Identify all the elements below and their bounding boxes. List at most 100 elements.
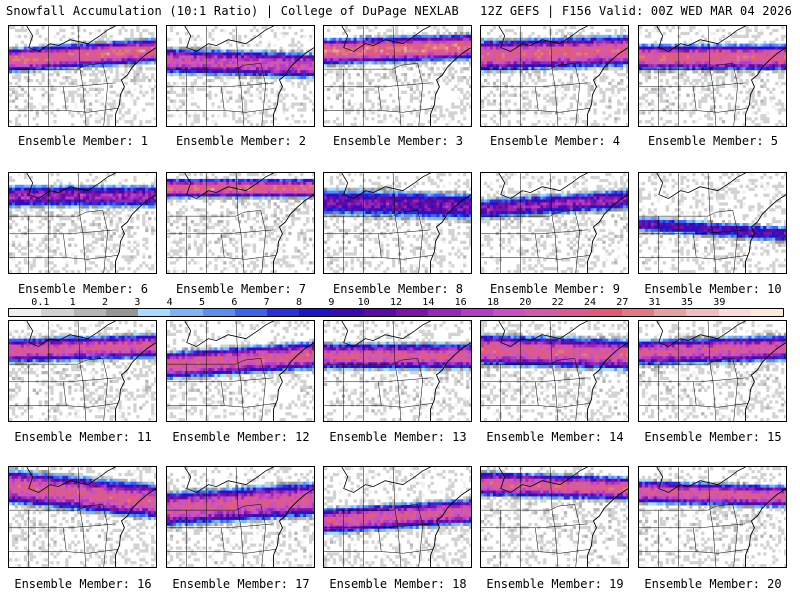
colorbar-segment bbox=[267, 309, 300, 316]
ensemble-member-map bbox=[480, 25, 629, 127]
ensemble-member-label: Ensemble Member: 14 bbox=[486, 430, 624, 444]
snowfall-field bbox=[481, 26, 628, 126]
colorbar-tick-label: 35 bbox=[680, 297, 694, 308]
ensemble-member-map bbox=[323, 25, 472, 127]
ensemble-member-label: Ensemble Member: 8 bbox=[332, 282, 464, 296]
ensemble-member-label: Ensemble Member: 4 bbox=[489, 134, 621, 148]
colorbar-segment bbox=[750, 309, 783, 316]
ensemble-member-map bbox=[8, 25, 157, 127]
colorbar-tick-label: 24 bbox=[583, 297, 597, 308]
colorbar-tick-label: 10 bbox=[357, 297, 370, 308]
colorbar-tick-label: 39 bbox=[713, 297, 726, 308]
colorbar-segment bbox=[73, 309, 106, 316]
ensemble-member-label: Ensemble Member: 15 bbox=[644, 430, 782, 444]
colorbar-segment bbox=[363, 309, 396, 316]
snowfall-field bbox=[9, 26, 156, 126]
snowfall-field bbox=[639, 321, 786, 421]
snowfall-field bbox=[324, 467, 471, 567]
snowfall-field bbox=[167, 173, 314, 273]
ensemble-member-label: Ensemble Member: 20 bbox=[644, 577, 782, 591]
ensemble-member-label: Ensemble Member: 16 bbox=[14, 577, 152, 591]
snowfall-field bbox=[167, 467, 314, 567]
colorbar-segment bbox=[589, 309, 622, 316]
colorbar-segment bbox=[557, 309, 590, 316]
colorbar-tick-label: 14 bbox=[422, 297, 435, 308]
ensemble-member-label: Ensemble Member: 11 bbox=[14, 430, 152, 444]
ensemble-member-label: Ensemble Member: 12 bbox=[172, 430, 310, 444]
colorbar-tick-label: 31 bbox=[648, 297, 661, 308]
snowfall-field bbox=[481, 321, 628, 421]
snowfall-colorbar bbox=[8, 308, 784, 317]
ensemble-member-map bbox=[166, 25, 315, 127]
colorbar-segment bbox=[202, 309, 235, 316]
ensemble-member-map bbox=[323, 320, 472, 422]
colorbar-tick-label: 27 bbox=[616, 297, 629, 308]
colorbar-tick-label: 22 bbox=[551, 297, 564, 308]
snowfall-field bbox=[9, 321, 156, 421]
ensemble-member-map bbox=[480, 320, 629, 422]
ensemble-member-map bbox=[638, 25, 787, 127]
colorbar-segment bbox=[428, 309, 461, 316]
colorbar-tick-label: 20 bbox=[519, 297, 532, 308]
snowfall-field bbox=[481, 467, 628, 567]
colorbar-segment bbox=[460, 309, 493, 316]
snowfall-field bbox=[9, 467, 156, 567]
snowfall-field bbox=[167, 321, 314, 421]
ensemble-member-label: Ensemble Member: 18 bbox=[329, 577, 467, 591]
colorbar-segment bbox=[299, 309, 332, 316]
colorbar-segment bbox=[331, 309, 364, 316]
colorbar-segment bbox=[41, 309, 74, 316]
ensemble-member-label: Ensemble Member: 6 bbox=[17, 282, 149, 296]
ensemble-member-label: Ensemble Member: 5 bbox=[647, 134, 779, 148]
colorbar-tick-label: 0.1 bbox=[31, 297, 50, 308]
model-run-info: 12Z GEFS | F156 Valid: 00Z WED MAR 04 20… bbox=[480, 4, 792, 18]
snowfall-field bbox=[324, 26, 471, 126]
ensemble-member-map bbox=[8, 466, 157, 568]
snowfall-field bbox=[324, 321, 471, 421]
snowfall-field bbox=[639, 467, 786, 567]
colorbar-tick-label: 4 bbox=[166, 297, 173, 308]
snowfall-field bbox=[639, 26, 786, 126]
ensemble-member-map bbox=[166, 466, 315, 568]
ensemble-member-map bbox=[8, 172, 157, 274]
ensemble-member-map bbox=[166, 320, 315, 422]
colorbar-segment bbox=[492, 309, 525, 316]
colorbar-tick-label: 1 bbox=[69, 297, 76, 308]
colorbar-segment bbox=[621, 309, 654, 316]
colorbar-tick-label: 8 bbox=[295, 297, 303, 308]
map-title: Snowfall Accumulation (10:1 Ratio) | Col… bbox=[6, 4, 459, 18]
colorbar-segment bbox=[396, 309, 429, 316]
ensemble-member-map bbox=[323, 466, 472, 568]
ensemble-member-label: Ensemble Member: 19 bbox=[486, 577, 624, 591]
colorbar-tick-label: 5 bbox=[198, 297, 206, 308]
ensemble-member-label: Ensemble Member: 3 bbox=[332, 134, 464, 148]
ensemble-member-map bbox=[480, 172, 629, 274]
colorbar-segment bbox=[138, 309, 171, 316]
colorbar-tick-label: 9 bbox=[328, 297, 335, 308]
colorbar-tick-label: 3 bbox=[134, 297, 141, 308]
ensemble-member-label: Ensemble Member: 9 bbox=[489, 282, 621, 296]
colorbar-tick-label: 7 bbox=[263, 297, 270, 308]
ensemble-member-map bbox=[638, 320, 787, 422]
colorbar-tick-labels: 0.1 1 2 3 4 5 6 7 8 9 10 12 14 16 18 20 22 24 27 31 35 39 bbox=[8, 297, 784, 309]
colorbar-segment bbox=[9, 309, 42, 316]
ensemble-member-label: Ensemble Member: 7 bbox=[175, 282, 307, 296]
colorbar-tick-label: 18 bbox=[486, 297, 500, 308]
colorbar-segment bbox=[654, 309, 687, 316]
ensemble-member-label: Ensemble Member: 1 bbox=[17, 134, 149, 148]
ensemble-member-label: Ensemble Member: 13 bbox=[329, 430, 467, 444]
colorbar-tick-label: 6 bbox=[231, 297, 238, 308]
ensemble-member-map bbox=[166, 172, 315, 274]
colorbar-segment bbox=[170, 309, 203, 316]
ensemble-member-label: Ensemble Member: 10 bbox=[644, 282, 782, 296]
ensemble-member-label: Ensemble Member: 2 bbox=[175, 134, 307, 148]
colorbar-segment bbox=[105, 309, 138, 316]
snowfall-field bbox=[324, 173, 471, 273]
colorbar-tick-label: 2 bbox=[101, 297, 109, 308]
colorbar-segment bbox=[686, 309, 719, 316]
colorbar-segment bbox=[525, 309, 558, 316]
ensemble-member-map bbox=[480, 466, 629, 568]
ensemble-member-map bbox=[8, 320, 157, 422]
snowfall-field bbox=[481, 173, 628, 273]
colorbar-tick-label: 12 bbox=[389, 297, 403, 308]
